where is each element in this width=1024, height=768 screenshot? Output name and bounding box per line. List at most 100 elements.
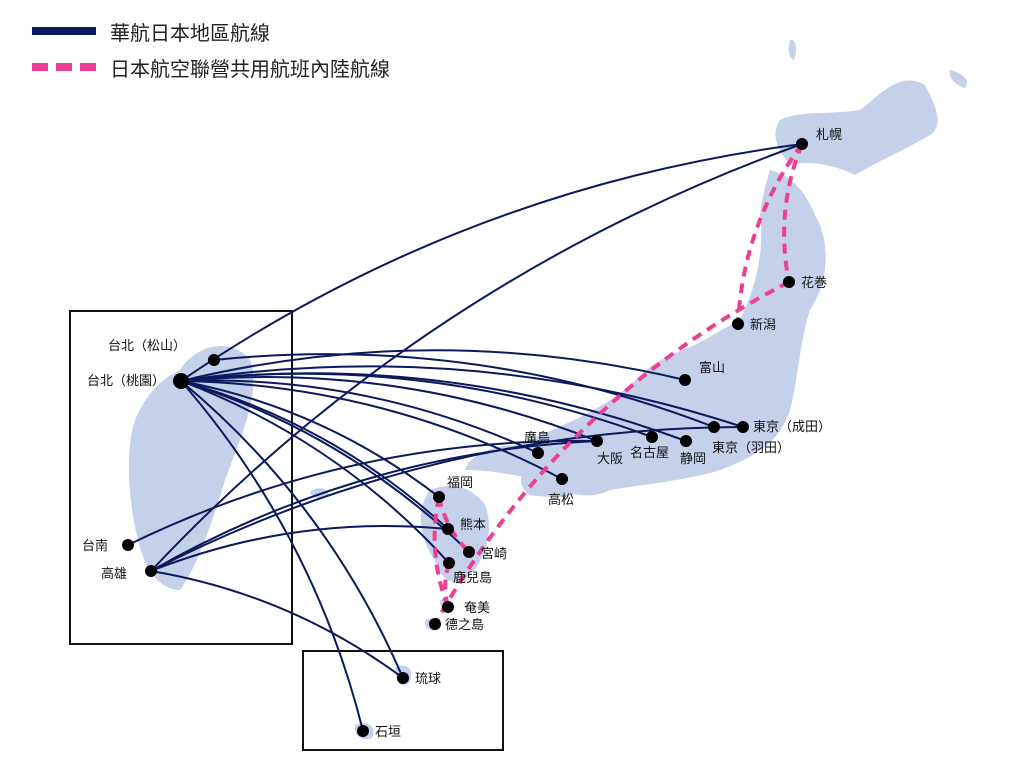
city-label: 宮崎	[481, 546, 507, 562]
city-dot	[708, 421, 720, 433]
city-label: 花巻	[801, 275, 827, 291]
city-dot	[732, 318, 744, 330]
city-amami: 奄美	[442, 601, 490, 616]
landmass	[128, 39, 968, 740]
cal-route-tpe_taoyuan-kagoshima	[180, 380, 450, 564]
cal-route-kaohsiung-kumamoto	[150, 525, 449, 572]
legend-cal-swatch	[32, 27, 96, 35]
city-label: 熊本	[460, 517, 486, 533]
cal-route-kaohsiung-sapporo	[150, 143, 803, 572]
cal-route-kaohsiung-osaka	[150, 440, 598, 572]
city-label: 鹿兒島	[453, 570, 492, 586]
city-label: 台北（桃園）	[87, 374, 165, 389]
city-haneda: 東京（羽田）	[708, 421, 790, 456]
city-label: 台北（松山）	[108, 339, 186, 354]
city-dot	[145, 565, 157, 577]
city-label: 福岡	[447, 476, 473, 491]
taiwan-box	[69, 310, 293, 645]
city-dot	[556, 473, 568, 485]
legend-cal: 華航日本地區航線	[32, 16, 270, 46]
city-label: 台南	[82, 538, 108, 554]
cal-route-tpe_taoyuan-osaka	[180, 376, 598, 442]
cal-route-tpe_taoyuan-sapporo	[180, 143, 803, 382]
city-label: 廣島	[524, 431, 550, 446]
city-label: 札幌	[816, 127, 842, 143]
city-dot	[796, 138, 808, 150]
land-shape	[465, 170, 826, 496]
land-shape	[788, 39, 797, 60]
city-dot	[397, 672, 409, 684]
city-dot	[433, 491, 445, 503]
city-dot	[591, 435, 603, 447]
jal-route-fukuoka-miyazaki	[437, 496, 471, 554]
city-nagoya: 名古屋	[630, 431, 669, 461]
city-sapporo: 札幌	[796, 127, 842, 150]
city-takamatsu: 高松	[548, 473, 574, 508]
city-dot	[680, 435, 692, 447]
jal-route-sapporo-niigata	[736, 142, 804, 325]
city-label: 高雄	[101, 566, 127, 582]
cal-route-tpe_taoyuan-toyama	[180, 349, 686, 382]
city-tpe_taoyuan: 台北（桃園）	[87, 373, 189, 389]
cal-route-tpe_taoyuan-takamatsu	[180, 380, 563, 480]
city-hanamaki: 花巻	[783, 275, 827, 291]
city-fukuoka: 福岡	[433, 476, 473, 503]
land-shape	[775, 80, 938, 175]
jal-route-fukuoka-amami	[432, 496, 450, 608]
legend-jal: 日本航空聯營共用航班內陸航線	[32, 52, 390, 82]
city-label: 高松	[548, 492, 574, 508]
city-dot	[208, 354, 220, 366]
city-dot	[442, 601, 454, 613]
city-tokunoshima: 德之島	[429, 618, 484, 633]
city-dot	[443, 557, 455, 569]
city-label: 石垣	[375, 725, 401, 740]
jal-route-sapporo-hanamaki	[782, 143, 804, 283]
city-dot	[122, 539, 134, 551]
city-dot	[646, 431, 658, 443]
legend-jal-label: 日本航空聯營共用航班內陸航線	[110, 56, 390, 81]
cal-route-tpe_taoyuan-kumamoto	[180, 380, 449, 530]
city-dot	[532, 447, 544, 459]
city-label: 大阪	[597, 452, 623, 467]
cal-route-kaohsiung-narita	[150, 426, 744, 572]
city-dot	[737, 421, 749, 433]
city-tpe_songshan: 台北（松山）	[108, 339, 220, 366]
ryukyu-box	[302, 650, 504, 751]
cal-route-tpe_taoyuan-shizuoka	[180, 372, 687, 442]
city-dot	[442, 523, 454, 535]
city-dot	[783, 276, 795, 288]
cal-route-tpe_taoyuan-fukuoka	[180, 380, 440, 498]
legend-jal-swatch	[32, 63, 96, 71]
legend-cal-label: 華航日本地區航線	[110, 20, 270, 45]
land-shape	[949, 70, 968, 88]
city-label: 名古屋	[630, 445, 669, 461]
city-dot	[357, 725, 369, 737]
city-narita: 東京（成田）	[737, 419, 831, 435]
city-kagoshima: 鹿兒島	[443, 557, 492, 586]
jal-route-hanamaki-tokunoshima	[433, 280, 790, 625]
cal-route-tpe_taoyuan-ishigaki	[180, 380, 364, 732]
city-label: 琉球	[415, 672, 441, 687]
cal-route-tainan-osaka	[127, 439, 598, 546]
city-label: 德之島	[445, 618, 484, 633]
city-niigata: 新潟	[732, 317, 776, 333]
city-label: 東京（羽田）	[712, 440, 790, 456]
city-dot	[679, 374, 691, 386]
city-dot	[429, 618, 441, 630]
city-hiroshima: 廣島	[524, 431, 550, 459]
city-dot	[173, 373, 189, 389]
city-okinawa: 琉球	[397, 672, 441, 687]
city-shizuoka: 静岡	[680, 435, 706, 467]
city-ishigaki: 石垣	[357, 725, 401, 740]
city-dot	[463, 546, 475, 558]
city-tainan: 台南	[82, 538, 134, 554]
cal-route-tpe_taoyuan-okinawa	[180, 380, 404, 679]
cal-route-tpe_taoyuan-narita	[180, 365, 744, 428]
city-label: 新潟	[750, 317, 776, 333]
city-label: 富山	[699, 360, 725, 376]
city-toyama: 富山	[679, 360, 725, 386]
cal-route-tpe_songshan-haneda	[213, 353, 715, 428]
city-miyazaki: 宮崎	[463, 546, 507, 562]
city-label: 東京（成田）	[753, 419, 831, 435]
